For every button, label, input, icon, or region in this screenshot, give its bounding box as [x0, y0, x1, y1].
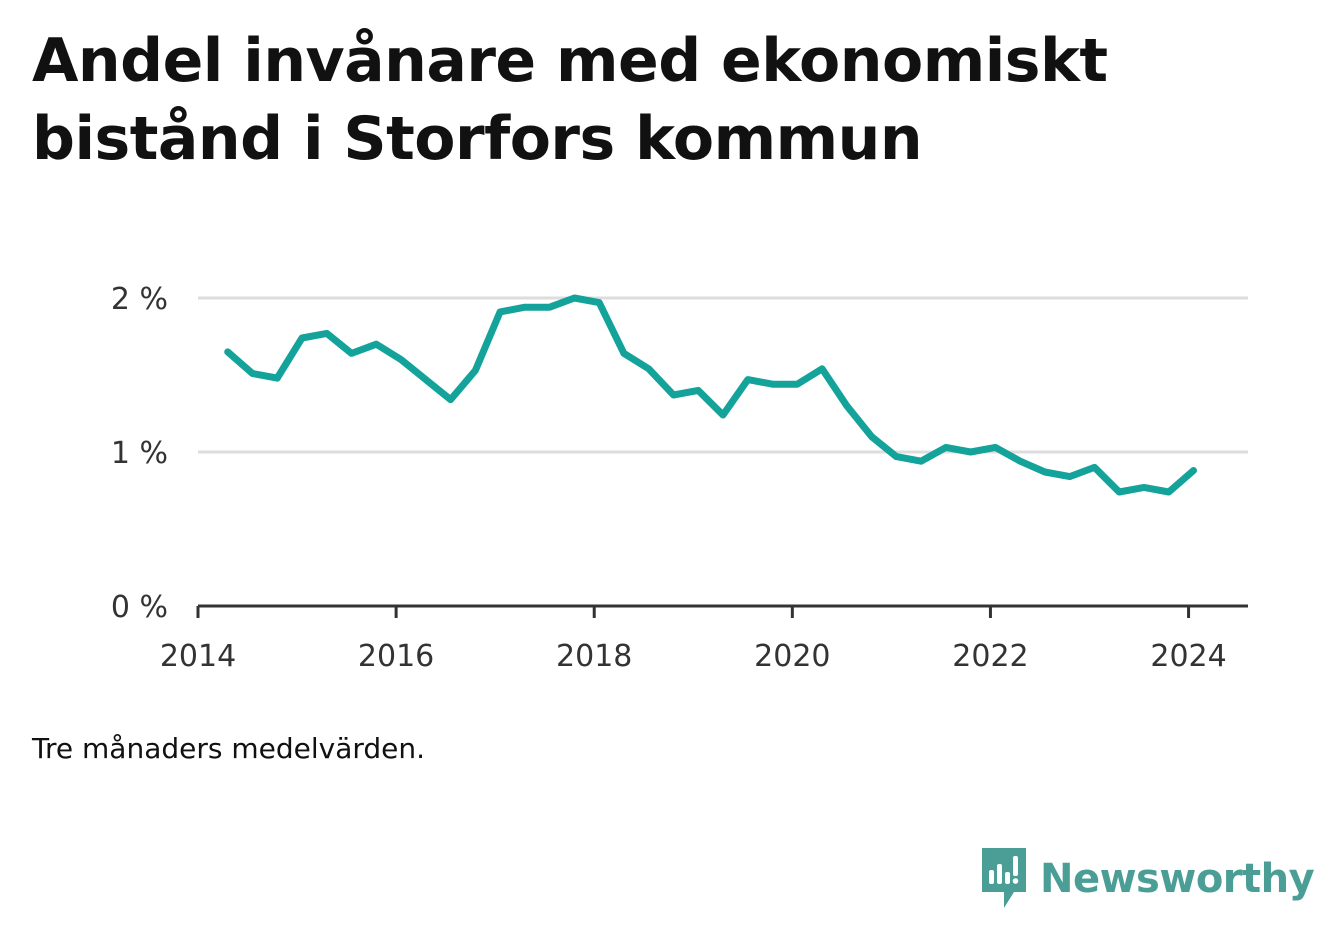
data-point — [521, 304, 528, 311]
data-point — [274, 375, 281, 382]
data-point — [744, 376, 751, 383]
data-point — [893, 453, 900, 460]
x-tick-label: 2016 — [358, 639, 434, 674]
data-point — [1017, 458, 1024, 465]
brand-logo[interactable]: Newsworthy — [980, 848, 1315, 910]
data-point — [942, 444, 949, 451]
data-point — [1041, 469, 1048, 476]
y-tick-label: 0 % — [111, 590, 168, 625]
data-point — [794, 381, 801, 388]
data-point — [1190, 467, 1197, 474]
data-point — [819, 365, 826, 372]
data-point — [695, 387, 702, 394]
x-tick-label: 2020 — [754, 639, 830, 674]
data-point — [373, 341, 380, 348]
data-point — [918, 458, 925, 465]
data-point — [670, 392, 677, 399]
x-tick-label: 2022 — [952, 639, 1028, 674]
y-tick-label: 2 % — [111, 282, 168, 317]
brand-name: Newsworthy — [1040, 856, 1315, 902]
series-layer — [224, 294, 1197, 496]
data-point — [1066, 473, 1073, 480]
data-point — [299, 335, 306, 342]
data-point — [992, 444, 999, 451]
data-point — [645, 365, 652, 372]
chart-title: Andel invånare med ekonomiskt bistånd i … — [32, 26, 1108, 174]
data-point — [348, 350, 355, 357]
data-point — [249, 370, 256, 377]
data-point — [1091, 464, 1098, 471]
newsworthy-logo-icon — [982, 848, 1026, 908]
x-axis: 2014 2016 2018 2020 2022 2024 — [160, 604, 1248, 674]
y-tick-label: 1 % — [111, 436, 168, 471]
gridlines — [198, 296, 1248, 454]
data-point — [323, 330, 330, 337]
data-point — [422, 376, 429, 383]
data-point — [1140, 484, 1147, 491]
data-point — [620, 350, 627, 357]
data-point — [596, 299, 603, 306]
y-tick-labels: 0 % 1 % 2 % — [111, 282, 168, 625]
data-point — [769, 381, 776, 388]
data-point — [720, 412, 727, 419]
data-point — [472, 367, 479, 374]
data-point — [1116, 489, 1123, 496]
data-point — [398, 356, 405, 363]
x-tick-label: 2018 — [556, 639, 632, 674]
data-point — [843, 402, 850, 409]
data-point — [546, 304, 553, 311]
data-point — [447, 396, 454, 403]
chart-note: Tre månaders medelvärden. — [32, 732, 426, 765]
data-point — [497, 308, 504, 315]
x-tick-label: 2024 — [1150, 639, 1226, 674]
data-point — [868, 433, 875, 440]
data-point — [571, 295, 578, 302]
data-point — [224, 348, 231, 355]
series-line — [224, 294, 1197, 496]
data-point — [1165, 489, 1172, 496]
data-point — [967, 449, 974, 456]
x-tick-label: 2014 — [160, 639, 236, 674]
